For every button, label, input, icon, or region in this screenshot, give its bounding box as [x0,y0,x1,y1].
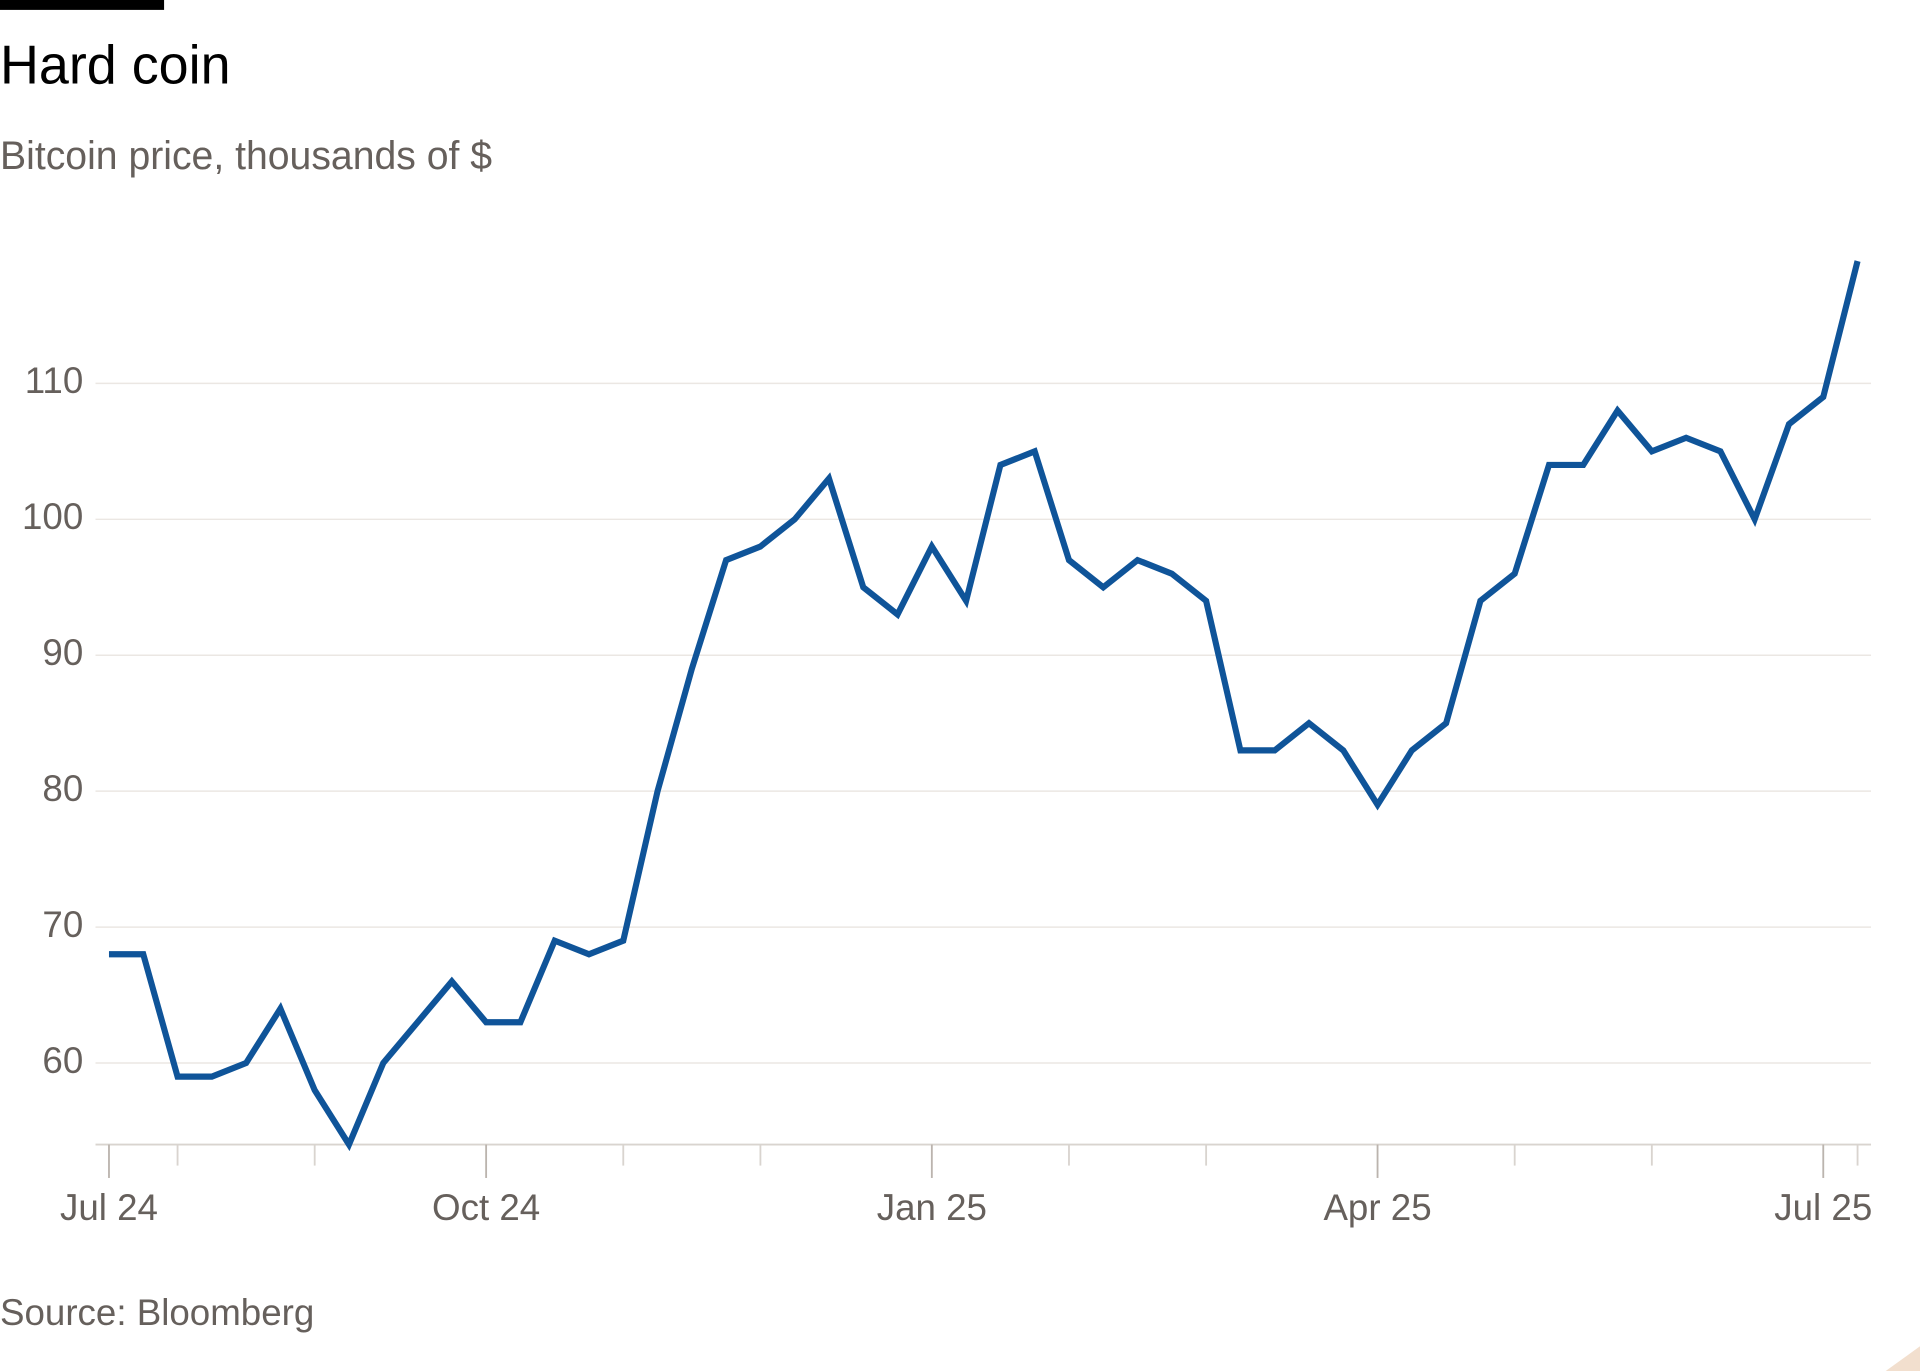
source: Source: Bloomberg [0,1292,314,1333]
x-tick-label: Jul 25 [1774,1187,1872,1228]
y-tick-label: 100 [22,496,83,537]
x-tick-label: Oct 24 [432,1187,540,1228]
x-tick-label: Jul 24 [60,1187,158,1228]
chart-title: Hard coin [0,35,231,95]
chart-subtitle: Bitcoin price, thousands of $ [0,134,492,178]
price-line [108,260,1861,1152]
y-tick-label: 60 [42,1040,83,1081]
y-tick-label: 70 [42,904,83,945]
y-tick-label: 110 [25,360,84,401]
corner [1885,1346,1920,1371]
x-tick-label: Jan 25 [877,1187,987,1228]
top-bar [0,0,165,10]
y-tick-label: 80 [42,768,83,809]
x-tick-label: Apr 25 [1323,1187,1431,1228]
y-tick-label: 90 [42,632,83,673]
